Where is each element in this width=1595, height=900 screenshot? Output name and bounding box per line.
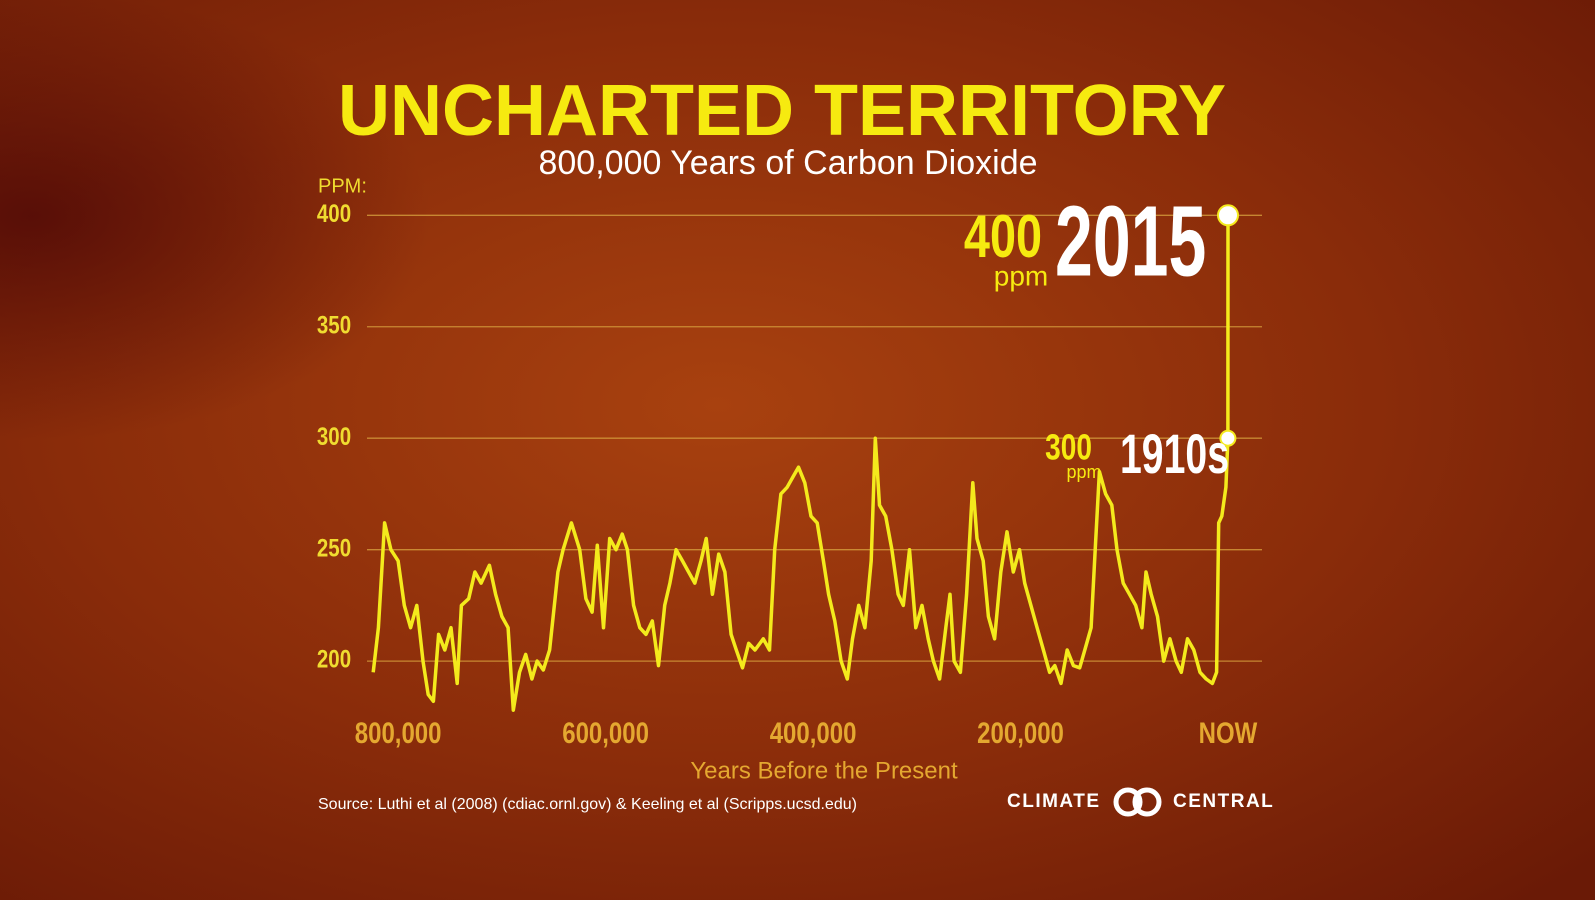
y-axis-title: PPM:	[318, 175, 367, 197]
logo-text: CLIMATE	[1007, 791, 1101, 812]
x-axis-title: Years Before the Present	[690, 757, 958, 784]
y-tick-label: 300	[317, 422, 351, 450]
y-tick-label: 250	[317, 533, 351, 561]
logo-ring	[1113, 787, 1143, 817]
logo: CLIMATE CENTRAL	[1007, 787, 1274, 817]
annotation-dot	[1219, 429, 1237, 447]
annotation-unit: ppm	[1066, 462, 1101, 482]
y-tick-label: 400	[317, 199, 351, 227]
x-tick-label: 600,000	[562, 715, 649, 749]
annotation-label: 2015	[1055, 187, 1206, 298]
y-tick-label: 200	[317, 645, 351, 673]
annotation-value: 400	[964, 204, 1042, 271]
chart-subtitle: 800,000 Years of Carbon Dioxide	[538, 144, 1037, 182]
annotation-value: 300	[1045, 427, 1092, 467]
annotation-label: 1910s	[1120, 423, 1229, 486]
x-tick-label: 800,000	[355, 715, 442, 749]
annotation-dot	[1217, 204, 1239, 227]
logo-text: CENTRAL	[1173, 791, 1274, 812]
data-line	[371, 215, 1230, 712]
source: Source: Luthi et al (2008) (cdiac.ornl.g…	[318, 796, 857, 813]
chart-title: UNCHARTED TERRITORY	[338, 71, 1226, 151]
x-tick-label: NOW	[1199, 715, 1258, 749]
y-tick-label: 350	[317, 310, 351, 338]
x-tick-label: 400,000	[770, 715, 857, 749]
annotation-unit: ppm	[994, 261, 1048, 292]
x-tick-label: 200,000	[977, 715, 1064, 749]
logo-ring	[1132, 787, 1162, 817]
